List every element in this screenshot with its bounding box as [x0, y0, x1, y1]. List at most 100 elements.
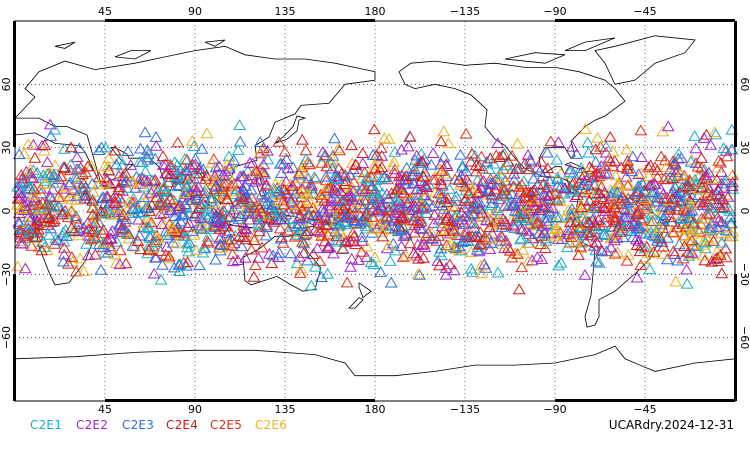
top-longitude-label: 90: [188, 5, 202, 18]
observation-triangle: [270, 194, 284, 206]
observation-triangle: [705, 201, 718, 213]
observation-triangle: [195, 142, 209, 154]
observation-triangle: [366, 223, 379, 234]
bottom-longitude-label: −45: [633, 403, 656, 416]
dataset-date-label: UCARdry.2024-12-31: [608, 418, 734, 432]
observation-triangle: [601, 168, 615, 179]
observation-triangle: [682, 211, 696, 223]
observation-triangle: [47, 168, 61, 180]
observation-triangle: [458, 180, 472, 192]
observation-triangle: [173, 258, 187, 269]
observation-triangle: [14, 177, 28, 189]
observation-triangle: [196, 197, 210, 209]
observation-triangle: [539, 234, 553, 246]
observation-triangle: [676, 252, 690, 264]
observation-triangle: [42, 167, 55, 179]
observation-triangle: [485, 192, 499, 204]
observation-triangle: [389, 244, 402, 256]
observation-triangle: [531, 251, 544, 262]
observation-triangle: [392, 170, 406, 182]
observation-triangle: [333, 227, 347, 239]
observation-triangle: [710, 173, 724, 185]
observation-triangle: [598, 202, 612, 214]
observation-triangle: [406, 176, 420, 188]
right-latitude-label: 30: [738, 141, 750, 155]
observation-triangle: [190, 192, 204, 203]
observation-triangle: [407, 247, 421, 259]
observation-triangle: [413, 222, 427, 234]
observation-triangle: [367, 123, 381, 135]
observation-triangle: [521, 148, 535, 160]
observation-triangle: [167, 261, 181, 273]
observation-triangle: [236, 231, 250, 242]
observation-triangle: [474, 259, 488, 271]
observation-triangle: [200, 127, 214, 139]
observation-triangle: [74, 170, 88, 181]
frame-band-top: [105, 19, 375, 22]
observation-triangle: [598, 186, 611, 198]
observation-triangle: [79, 189, 92, 201]
observation-triangle: [413, 268, 426, 280]
observation-triangle: [360, 193, 374, 205]
observation-triangle: [336, 243, 350, 254]
observation-triangle: [276, 210, 290, 222]
observation-triangle: [26, 172, 40, 184]
observation-triangle: [522, 163, 535, 175]
observation-triangle: [172, 265, 186, 276]
observation-triangle: [57, 186, 71, 198]
observation-triangle: [14, 169, 28, 180]
observation-triangle: [13, 183, 27, 195]
observation-triangle: [414, 212, 428, 224]
observation-triangle: [626, 150, 640, 162]
observation-triangle: [272, 246, 286, 258]
observation-triangle: [156, 258, 169, 270]
observation-triangle: [281, 224, 295, 236]
observation-triangle: [78, 192, 91, 204]
observation-triangle: [412, 156, 425, 168]
observation-triangle: [172, 258, 186, 270]
observation-triangle: [238, 222, 251, 234]
observation-triangle: [51, 234, 65, 246]
observation-triangle: [231, 254, 245, 265]
observation-triangle: [46, 193, 60, 205]
observation-triangle: [316, 202, 329, 214]
observation-triangle: [44, 191, 58, 203]
observation-triangle: [705, 189, 719, 201]
observation-triangle: [469, 159, 483, 171]
observation-triangle: [470, 244, 484, 255]
observation-triangle: [194, 212, 207, 223]
observation-triangle: [696, 196, 710, 208]
observation-triangle: [695, 161, 708, 173]
observation-triangle: [319, 170, 333, 182]
observation-triangle: [186, 225, 200, 237]
observation-triangle: [352, 165, 365, 177]
observation-triangle: [524, 217, 538, 229]
observation-triangle: [177, 256, 191, 268]
observation-triangle: [574, 236, 588, 248]
observation-triangle: [345, 157, 359, 169]
observation-triangle: [205, 156, 219, 168]
observation-triangle: [303, 158, 317, 170]
observation-triangle: [129, 181, 142, 193]
observation-triangle: [566, 167, 580, 179]
observation-triangle: [621, 154, 634, 166]
observation-triangle: [537, 177, 550, 189]
observation-triangle: [162, 176, 175, 188]
observation-triangle: [155, 218, 169, 229]
observation-triangle: [304, 279, 318, 291]
observation-triangle: [82, 249, 95, 261]
observation-triangle: [349, 238, 362, 249]
observation-triangle: [443, 239, 456, 251]
observation-triangle: [166, 236, 180, 248]
observation-triangle: [181, 256, 194, 267]
observation-triangle: [417, 251, 430, 263]
observation-triangle: [475, 175, 489, 187]
observation-triangle: [225, 239, 238, 251]
observation-triangle: [506, 180, 520, 192]
observation-triangle: [671, 254, 684, 266]
observation-triangle: [632, 234, 646, 246]
observation-triangle: [153, 208, 167, 219]
observation-triangle: [680, 263, 693, 275]
observation-triangle: [296, 186, 310, 197]
observation-triangle: [437, 150, 451, 162]
